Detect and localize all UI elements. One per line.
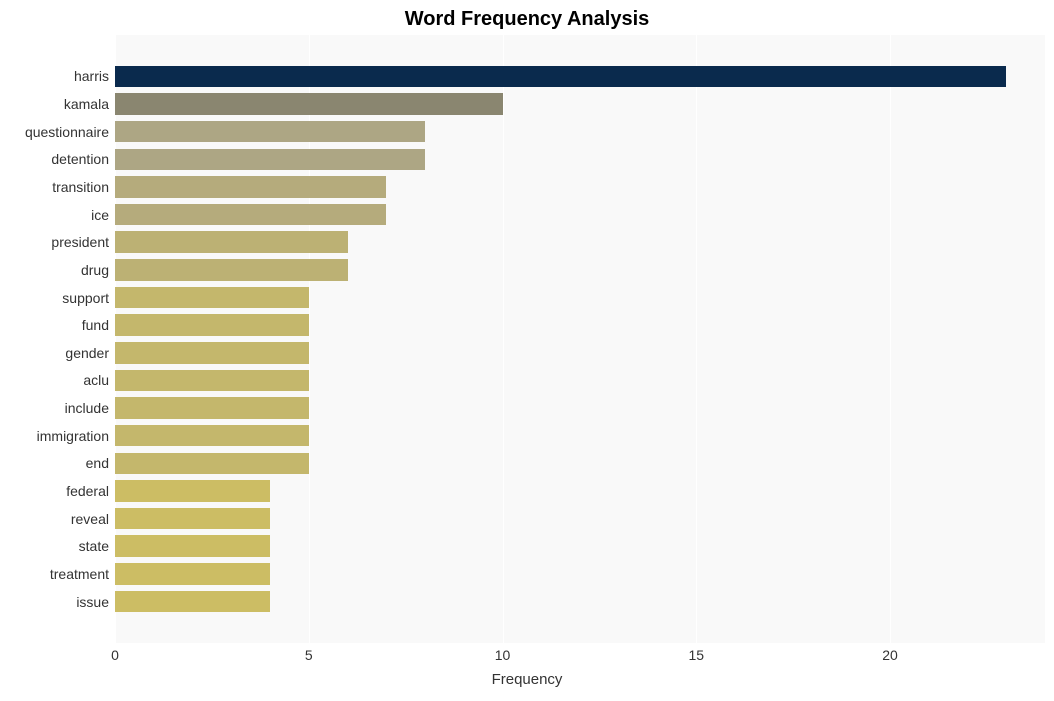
y-tick-label: support [62, 290, 109, 306]
y-tick-label: end [86, 455, 109, 471]
x-tick-label: 20 [882, 647, 898, 663]
x-tick-label: 15 [688, 647, 704, 663]
bar [115, 287, 309, 309]
x-tick-label: 10 [495, 647, 511, 663]
y-tick-label: immigration [37, 428, 109, 444]
bar [115, 176, 386, 198]
y-tick-label: gender [65, 345, 109, 361]
bar [115, 508, 270, 530]
bar [115, 563, 270, 585]
y-tick-label: drug [81, 262, 109, 278]
bar [115, 66, 1006, 88]
y-tick-label: kamala [64, 96, 109, 112]
bar [115, 342, 309, 364]
y-tick-label: questionnaire [25, 124, 109, 140]
y-tick-label: treatment [50, 566, 109, 582]
y-tick-label: aclu [83, 372, 109, 388]
gridline [503, 35, 504, 643]
bar [115, 535, 270, 557]
chart-container: Word Frequency Analysis harris kamala ques… [0, 0, 1054, 701]
gridline [696, 35, 697, 643]
bar [115, 149, 425, 171]
bar [115, 591, 270, 613]
y-tick-label: issue [76, 594, 109, 610]
bar [115, 397, 309, 419]
y-tick-label: president [51, 234, 109, 250]
y-tick-label: ice [91, 207, 109, 223]
x-axis-ticks: 05101520 [115, 647, 1045, 667]
bar [115, 425, 309, 447]
y-tick-label: transition [52, 179, 109, 195]
bar [115, 204, 386, 226]
bar [115, 93, 503, 115]
y-tick-label: state [79, 538, 109, 554]
bar [115, 259, 348, 281]
y-tick-label: harris [74, 68, 109, 84]
x-tick-label: 0 [111, 647, 119, 663]
x-tick-label: 5 [305, 647, 313, 663]
bar [115, 121, 425, 143]
bar [115, 453, 309, 475]
y-tick-label: fund [82, 317, 109, 333]
y-tick-label: detention [51, 151, 109, 167]
y-axis-labels: harris kamala questionnaire detention transi… [0, 35, 109, 643]
gridline [890, 35, 891, 643]
bar [115, 480, 270, 502]
plot-area [115, 35, 1045, 643]
bar [115, 370, 309, 392]
bar [115, 231, 348, 253]
y-tick-label: federal [66, 483, 109, 499]
x-axis-label: Frequency [0, 671, 1054, 688]
y-tick-label: include [65, 400, 109, 416]
bar [115, 314, 309, 336]
chart-title: Word Frequency Analysis [0, 8, 1054, 31]
y-tick-label: reveal [71, 511, 109, 527]
